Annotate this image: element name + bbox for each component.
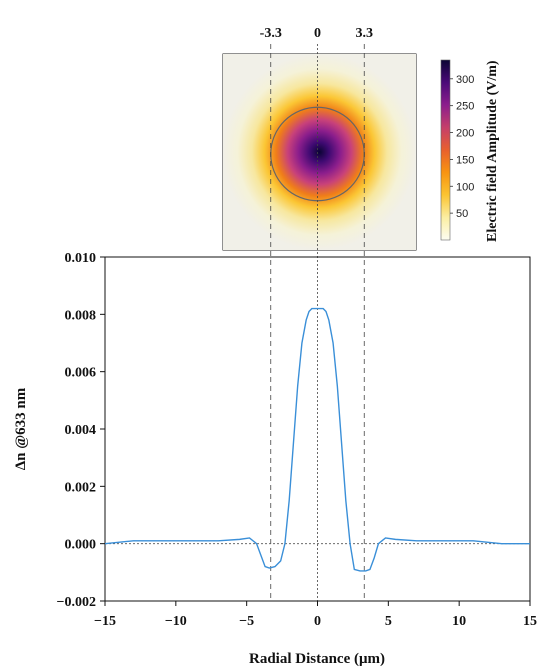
- colorbar-tick-label: 200: [456, 128, 474, 140]
- x-tick-label: 15: [523, 614, 537, 629]
- y-axis-title: Δn @633 nm: [13, 387, 29, 470]
- y-tick-label: 0.010: [65, 251, 97, 266]
- y-tick-label: 0.004: [65, 423, 97, 438]
- colorbar-tick-label: 50: [456, 208, 468, 220]
- colorbar-title: Electric field Amplitude (V/m): [485, 60, 500, 242]
- colorbar-tick-label: 300: [456, 74, 474, 86]
- x-tick-label: 0: [314, 614, 321, 629]
- guide-lines: [270, 44, 365, 601]
- x-axis-title: Radial Distance (μm): [249, 651, 385, 667]
- top-tick-group: -3.3 0 3.3: [260, 26, 373, 41]
- y-tick-group: −0.002 0.000 0.002 0.004 0.006 0.008 0.010: [57, 251, 105, 610]
- top-tick-label: 0: [314, 26, 321, 41]
- heatmap-field: [223, 54, 416, 250]
- colorbar: 50 100 150 200 250 300 Electric field Amplitu…: [440, 59, 500, 242]
- y-tick-label: 0.006: [65, 366, 97, 381]
- colorbar-tick-label: 250: [456, 101, 474, 113]
- x-tick-label: 5: [385, 614, 392, 629]
- top-tick-label: -3.3: [260, 26, 282, 41]
- x-tick-label: −15: [94, 614, 116, 629]
- y-tick-label: −0.002: [57, 595, 96, 610]
- heatmap-panel: -3.3 0 3.3: [222, 26, 417, 251]
- colorbar-tick-label: 150: [456, 154, 474, 166]
- y-tick-label: 0.008: [65, 308, 97, 323]
- y-tick-label: 0.002: [65, 480, 97, 495]
- x-tick-label: 10: [452, 614, 466, 629]
- line-chart: −15 −10 −5 0 5 10 15 −0.002 0.000 0.002 0.004 0.00…: [13, 251, 537, 667]
- colorbar-tick-label: 100: [456, 181, 474, 193]
- x-tick-label: −5: [239, 614, 254, 629]
- y-tick-label: 0.000: [65, 538, 97, 553]
- colorbar-tick-group: 50 100 150 200 250 300: [450, 74, 474, 220]
- x-tick-group: −15 −10 −5 0 5 10 15: [94, 601, 537, 629]
- x-tick-label: −10: [165, 614, 187, 629]
- delta-n-series: [104, 307, 530, 572]
- top-tick-label: 3.3: [356, 26, 374, 41]
- colorbar-bar: [440, 59, 451, 241]
